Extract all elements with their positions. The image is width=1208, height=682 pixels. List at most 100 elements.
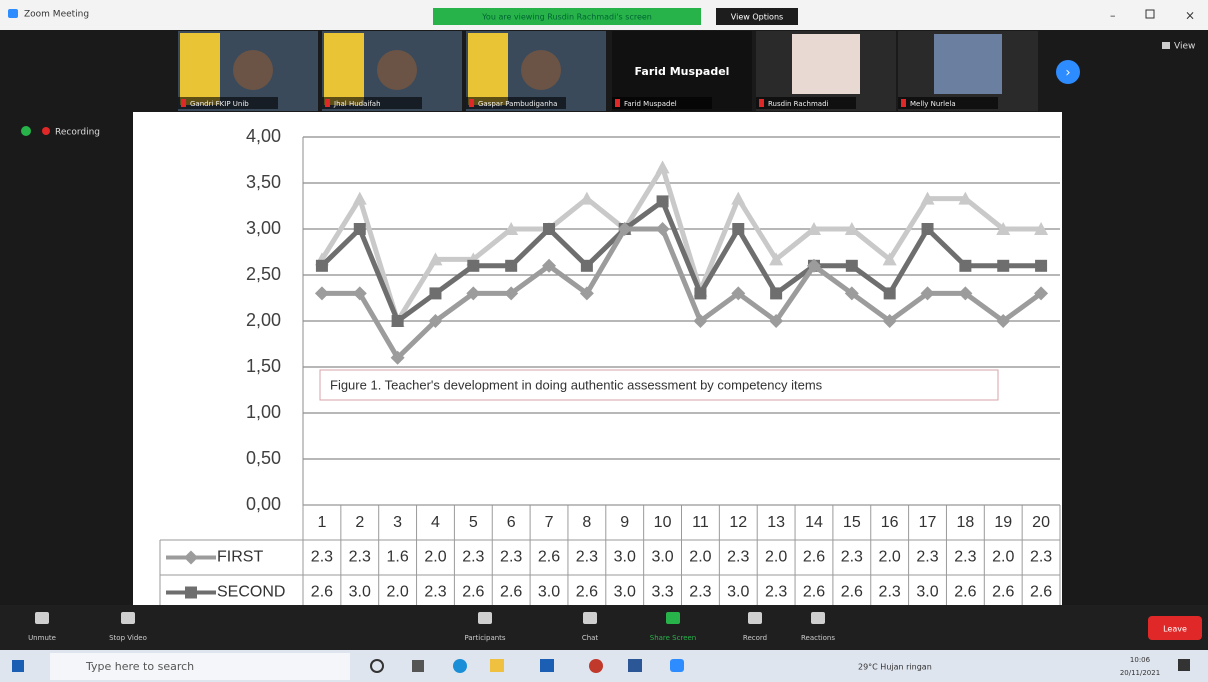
participant-name: Rusdin Rachmadi	[768, 100, 829, 108]
app[interactable]	[490, 659, 504, 672]
view-options-text[interactable]: View Options	[731, 13, 783, 22]
app[interactable]	[412, 660, 424, 672]
leave-label[interactable]: Leave	[1163, 625, 1187, 634]
start-button[interactable]	[12, 660, 24, 672]
marker	[694, 287, 706, 299]
toolbar-label[interactable]: Reactions	[801, 634, 835, 642]
face	[233, 50, 273, 90]
data-label: 3.0	[727, 584, 749, 601]
marker	[467, 260, 479, 272]
view-label[interactable]: View	[1174, 42, 1195, 52]
mute-icon	[325, 99, 330, 107]
data-label: 3.3	[651, 584, 673, 601]
toolbar-label[interactable]: Participants	[464, 634, 505, 642]
toolbar-icon[interactable]	[748, 612, 762, 624]
next-arrow[interactable]: ›	[1065, 66, 1070, 81]
marker	[959, 260, 971, 272]
x-tick-label: 17	[919, 514, 937, 531]
view-icon[interactable]	[1162, 42, 1170, 49]
data-label: 2.3	[576, 549, 598, 566]
y-tick-label: 2,00	[246, 310, 281, 330]
x-tick-label: 5	[469, 514, 478, 531]
toolbar-icon[interactable]	[666, 612, 680, 624]
marker	[884, 287, 896, 299]
recording-dot	[42, 127, 50, 135]
data-label: 3.0	[916, 584, 938, 601]
clock-time: 10:06	[1130, 656, 1151, 664]
legend-label: FIRST	[217, 549, 263, 566]
search-placeholder[interactable]: Type here to search	[85, 660, 194, 673]
mute-icon	[615, 99, 620, 107]
annotation: Figure 1. Teacher's development in doing…	[330, 377, 823, 392]
data-label: 2.0	[992, 549, 1014, 566]
marker	[997, 260, 1009, 272]
toolbar-icon[interactable]	[121, 612, 135, 624]
participant-name: Gaspar Pambudiganha	[478, 100, 557, 108]
data-label: 1.6	[387, 549, 409, 566]
data-label: 2.3	[841, 549, 863, 566]
data-label: 3.0	[349, 584, 371, 601]
toolbar-icon[interactable]	[35, 612, 49, 624]
data-label: 2.3	[311, 549, 333, 566]
toolbar-label[interactable]: Stop Video	[109, 634, 147, 642]
x-tick-label: 7	[545, 514, 554, 531]
app-icon	[8, 9, 18, 18]
data-label: 2.3	[349, 549, 371, 566]
mute-icon	[759, 99, 764, 107]
notifications[interactable]	[1178, 659, 1190, 671]
x-tick-label: 19	[994, 514, 1012, 531]
slide-thumb	[180, 33, 220, 105]
y-tick-label: 3,00	[246, 218, 281, 238]
data-label: 2.6	[311, 584, 333, 601]
app[interactable]	[540, 659, 554, 672]
x-tick-label: 14	[805, 514, 823, 531]
toolbar-label[interactable]: Chat	[582, 634, 599, 642]
marker	[505, 260, 517, 272]
y-tick-label: 0,00	[246, 494, 281, 514]
toolbar-label[interactable]: Record	[743, 634, 767, 642]
toolbar-label[interactable]: Unmute	[28, 634, 56, 642]
mute-icon	[181, 99, 186, 107]
app[interactable]	[453, 659, 467, 673]
data-label: 2.0	[879, 549, 901, 566]
toolbar-icon[interactable]	[583, 612, 597, 624]
app[interactable]	[589, 659, 603, 673]
data-label: 2.6	[500, 584, 522, 601]
toolbar-icon[interactable]	[811, 612, 825, 624]
data-label: 2.3	[916, 549, 938, 566]
y-tick-label: 2,50	[246, 264, 281, 284]
participant-name: Jhal Hudaifah	[333, 100, 381, 108]
toolbar-icon[interactable]	[478, 612, 492, 624]
data-label: 2.6	[841, 584, 863, 601]
x-tick-label: 9	[620, 514, 629, 531]
data-label: 3.0	[614, 584, 636, 601]
data-label: 2.0	[765, 549, 787, 566]
x-tick-label: 2	[355, 514, 364, 531]
data-label: 3.0	[538, 584, 560, 601]
marker	[543, 223, 555, 235]
data-label: 2.6	[576, 584, 598, 601]
x-tick-label: 11	[692, 514, 709, 531]
x-tick-label: 8	[582, 514, 591, 531]
minimize[interactable]: –	[1110, 9, 1116, 22]
data-label: 2.6	[538, 549, 560, 566]
close[interactable]: ×	[1185, 9, 1195, 23]
data-label: 2.3	[424, 584, 446, 601]
marker	[429, 287, 441, 299]
participant-name: Gandri FKIP Unib	[190, 100, 249, 108]
weather: 29°C Hujan ringan	[858, 663, 932, 672]
marker	[732, 223, 744, 235]
slide-thumb	[468, 33, 508, 105]
data-label: 2.3	[765, 584, 787, 601]
participant-name: Melly Nurlela	[910, 100, 956, 108]
marker	[846, 260, 858, 272]
zoom-window: Zoom Meeting You are viewing Rusdin Rach…	[0, 0, 1208, 682]
marker	[1035, 260, 1047, 272]
app[interactable]	[670, 659, 684, 672]
x-tick-label: 12	[729, 514, 747, 531]
toolbar-label[interactable]: Share Screen	[650, 634, 697, 642]
data-label: 2.3	[500, 549, 522, 566]
recording-label: Recording	[55, 128, 100, 138]
y-tick-label: 1,00	[246, 402, 281, 422]
app[interactable]	[628, 659, 642, 672]
